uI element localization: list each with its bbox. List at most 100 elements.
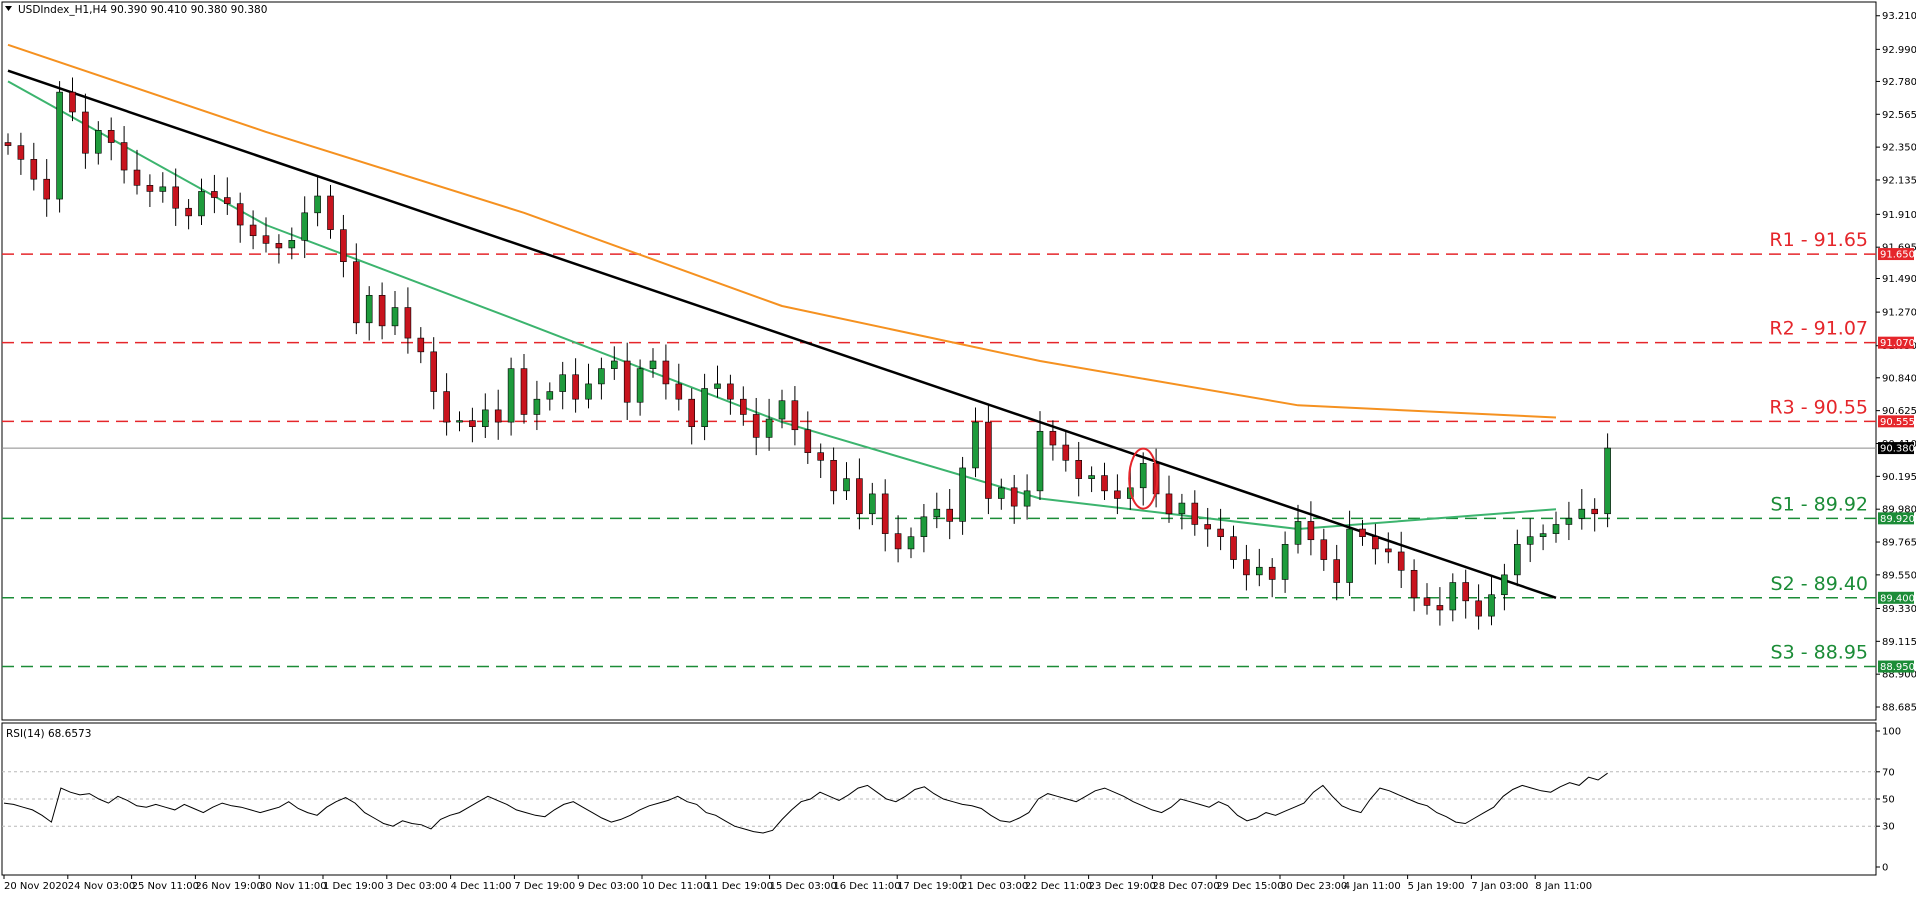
price-tick-label: 88.900 bbox=[1882, 670, 1916, 681]
level-price-tag-text: 89.920 bbox=[1880, 514, 1915, 525]
candle-bear bbox=[1010, 487, 1018, 507]
price-tick-label: 92.780 bbox=[1882, 77, 1916, 88]
candle-bull bbox=[456, 420, 463, 423]
time-tick-label: 5 Jan 19:00 bbox=[1408, 881, 1465, 892]
candle-bear bbox=[1397, 551, 1405, 571]
time-tick-label: 15 Dec 03:00 bbox=[770, 881, 837, 892]
candle-bear bbox=[1243, 559, 1250, 576]
price-tick-label: 89.115 bbox=[1882, 637, 1916, 648]
rsi-tick-label: 70 bbox=[1882, 767, 1895, 778]
level-label-support: S3 - 88.95 bbox=[1771, 642, 1868, 664]
current-price-tag-text: 90.380 bbox=[1880, 444, 1915, 455]
time-tick-label: 24 Nov 03:00 bbox=[68, 881, 135, 892]
level-price-tag bbox=[1878, 591, 1914, 604]
candle-bull bbox=[933, 508, 941, 518]
candle-bear bbox=[43, 178, 51, 200]
candle-bear bbox=[791, 400, 799, 431]
price-tick-label: 90.840 bbox=[1882, 373, 1916, 384]
rsi-tick-label: 50 bbox=[1882, 795, 1895, 806]
candle-bull bbox=[649, 360, 657, 369]
candle-bull bbox=[959, 467, 966, 522]
candle-bear bbox=[1372, 536, 1379, 550]
candle-bear bbox=[404, 307, 412, 339]
current-price-tag bbox=[1878, 442, 1914, 455]
level-price-tag-text: 90.555 bbox=[1880, 417, 1915, 428]
rsi-line bbox=[3, 772, 1608, 834]
time-tick-label: 26 Nov 19:00 bbox=[195, 881, 262, 892]
candle-bull bbox=[1578, 508, 1586, 519]
candle-bear bbox=[69, 91, 76, 113]
price-tick-label: 92.350 bbox=[1882, 143, 1916, 154]
candle-bear bbox=[1462, 582, 1469, 602]
price-panel-frame bbox=[1, 1, 1877, 721]
candle-bull bbox=[507, 368, 515, 423]
candle-bull bbox=[1088, 475, 1095, 479]
time-tick-label: 9 Dec 03:00 bbox=[578, 881, 639, 892]
rsi-tick-label: 0 bbox=[1882, 863, 1888, 874]
candle-bear bbox=[1591, 508, 1598, 515]
candle-bear bbox=[262, 235, 270, 244]
candle-bull bbox=[481, 409, 489, 427]
candle-bear bbox=[443, 391, 450, 423]
candle-bull bbox=[1539, 533, 1547, 537]
candle-bull bbox=[765, 418, 773, 438]
candle-bear bbox=[1410, 569, 1418, 599]
candle-bear bbox=[1191, 502, 1199, 525]
candle-bear bbox=[1359, 528, 1366, 537]
candle-bear bbox=[107, 130, 115, 143]
time-tick-label: 29 Dec 15:00 bbox=[1216, 881, 1283, 892]
candle-bear bbox=[1114, 490, 1121, 499]
candle-bull bbox=[314, 195, 321, 214]
candle-bear bbox=[1101, 475, 1108, 492]
candle-bull bbox=[1565, 518, 1573, 525]
annotation-ellipse bbox=[1128, 447, 1159, 510]
rsi-tick-label: 30 bbox=[1882, 822, 1895, 833]
price-tick-label: 93.210 bbox=[1882, 11, 1916, 22]
candle-bear bbox=[4, 142, 12, 146]
candles bbox=[4, 77, 1611, 630]
moving-averages bbox=[7, 43, 1557, 530]
level-labels: R1 - 91.65 91.650 R2 - 91.07 91.070 R3 - 90.… bbox=[1769, 229, 1915, 673]
time-tick-label: 16 Dec 11:00 bbox=[833, 881, 900, 892]
candle-bear bbox=[739, 398, 747, 415]
candle-bull bbox=[198, 191, 205, 217]
level-price-tag-text: 91.070 bbox=[1880, 338, 1915, 349]
candle-bear bbox=[804, 429, 812, 453]
candle-bear bbox=[146, 185, 154, 192]
collapse-triangle-icon[interactable] bbox=[5, 6, 12, 11]
candle-bull bbox=[159, 186, 167, 192]
candle-bear bbox=[82, 111, 89, 154]
candle-bull bbox=[365, 295, 373, 324]
candle-bull bbox=[598, 368, 605, 385]
level-price-tag bbox=[1878, 248, 1914, 261]
time-tick-label: 30 Nov 11:00 bbox=[259, 881, 326, 892]
candle-bull bbox=[1526, 536, 1534, 545]
candle-bull bbox=[907, 536, 915, 550]
level-label-resistance: R2 - 91.07 bbox=[1769, 318, 1868, 340]
rsi-header: RSI(14) 68.6573 bbox=[6, 728, 91, 740]
candle-bear bbox=[1307, 521, 1315, 541]
candle-bull bbox=[559, 374, 567, 392]
candle-bear bbox=[120, 142, 128, 171]
candle-bear bbox=[894, 533, 902, 550]
candle-bear bbox=[417, 337, 425, 353]
candle-bull bbox=[533, 398, 541, 415]
candle-bull bbox=[636, 368, 644, 403]
candle-bear bbox=[1423, 597, 1431, 606]
candle-bear bbox=[856, 478, 863, 515]
candle-bear bbox=[327, 195, 334, 230]
time-tick-label: 11 Dec 19:00 bbox=[706, 881, 773, 892]
price-tick-label: 90.195 bbox=[1882, 472, 1916, 483]
candle-bear bbox=[520, 368, 528, 415]
candle-bull bbox=[95, 130, 102, 154]
candle-bear bbox=[1049, 430, 1057, 446]
candle-bull bbox=[301, 212, 309, 241]
rsi-panel: 100 70 50 30 0 bbox=[2, 727, 1901, 874]
candle-bear bbox=[340, 229, 347, 263]
candle-bear bbox=[985, 421, 992, 499]
candle-bull bbox=[972, 421, 979, 469]
level-label-resistance: R3 - 90.55 bbox=[1769, 396, 1868, 418]
price-tick-label: 90.625 bbox=[1882, 406, 1916, 417]
